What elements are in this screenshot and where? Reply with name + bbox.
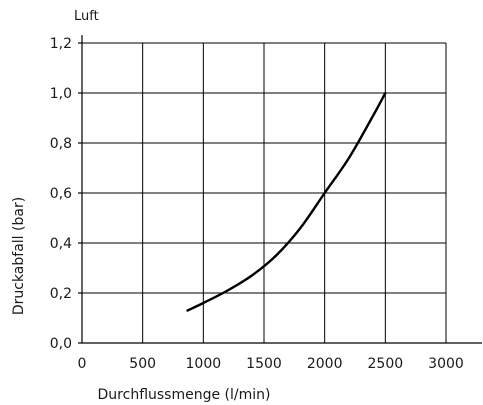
y-tick-label-3: 0,6 bbox=[50, 186, 72, 202]
y-tick-label-0: 0,0 bbox=[50, 336, 72, 352]
chart-title: Luft bbox=[74, 9, 99, 24]
grid bbox=[82, 42, 447, 343]
x-tick-label-3: 1500 bbox=[246, 356, 282, 372]
y-tick-label-4: 0,8 bbox=[50, 136, 72, 152]
axes bbox=[78, 35, 482, 344]
x-tick-label-0: 0 bbox=[78, 356, 87, 372]
y-tick-label-1: 0,2 bbox=[50, 286, 72, 302]
series-group bbox=[186, 91, 387, 312]
series-line-0 bbox=[186, 91, 387, 312]
y-axis-title: Druckabfall (bar) bbox=[11, 197, 27, 315]
x-tick-label-5: 2500 bbox=[368, 356, 404, 372]
x-tick-label-4: 2000 bbox=[307, 356, 343, 372]
x-tick-label-6: 3000 bbox=[428, 356, 464, 372]
x-tick-label-2: 1000 bbox=[186, 356, 222, 372]
x-tick-label-1: 500 bbox=[129, 356, 156, 372]
y-tick-label-6: 1,2 bbox=[50, 36, 72, 52]
y-tick-labels: 0,0 0,2 0,4 0,6 0,8 1,0 1,2 bbox=[50, 36, 72, 352]
x-axis-title: Durchflussmenge (l/min) bbox=[98, 387, 271, 403]
y-tick-label-2: 0,4 bbox=[50, 236, 72, 252]
x-tick-labels: 0 500 1000 1500 2000 2500 3000 bbox=[78, 356, 464, 372]
y-tick-label-5: 1,0 bbox=[50, 86, 72, 102]
